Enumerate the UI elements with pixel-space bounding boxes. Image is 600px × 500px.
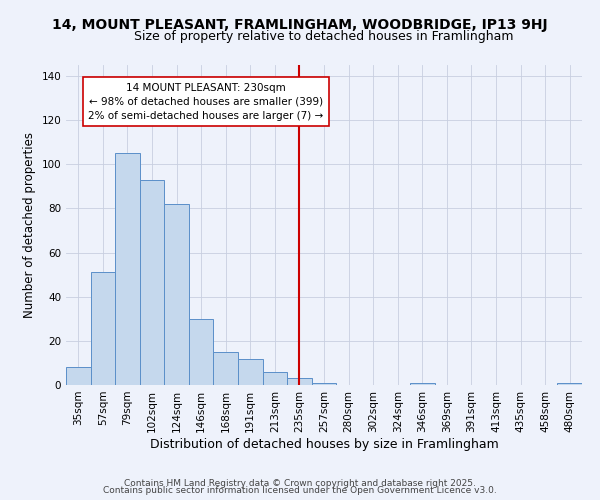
Bar xyxy=(140,180,164,385)
Bar xyxy=(115,154,140,385)
Bar xyxy=(287,378,312,385)
Y-axis label: Number of detached properties: Number of detached properties xyxy=(23,132,36,318)
Bar xyxy=(410,383,434,385)
Bar xyxy=(238,358,263,385)
Text: Contains public sector information licensed under the Open Government Licence v3: Contains public sector information licen… xyxy=(103,486,497,495)
X-axis label: Distribution of detached houses by size in Framlingham: Distribution of detached houses by size … xyxy=(149,438,499,450)
Text: 14 MOUNT PLEASANT: 230sqm
← 98% of detached houses are smaller (399)
2% of semi-: 14 MOUNT PLEASANT: 230sqm ← 98% of detac… xyxy=(88,82,323,120)
Text: Contains HM Land Registry data © Crown copyright and database right 2025.: Contains HM Land Registry data © Crown c… xyxy=(124,478,476,488)
Bar xyxy=(164,204,189,385)
Text: 14, MOUNT PLEASANT, FRAMLINGHAM, WOODBRIDGE, IP13 9HJ: 14, MOUNT PLEASANT, FRAMLINGHAM, WOODBRI… xyxy=(52,18,548,32)
Bar xyxy=(312,383,336,385)
Title: Size of property relative to detached houses in Framlingham: Size of property relative to detached ho… xyxy=(134,30,514,43)
Bar xyxy=(263,372,287,385)
Bar xyxy=(91,272,115,385)
Bar xyxy=(189,319,214,385)
Bar xyxy=(214,352,238,385)
Bar xyxy=(66,368,91,385)
Bar xyxy=(557,383,582,385)
